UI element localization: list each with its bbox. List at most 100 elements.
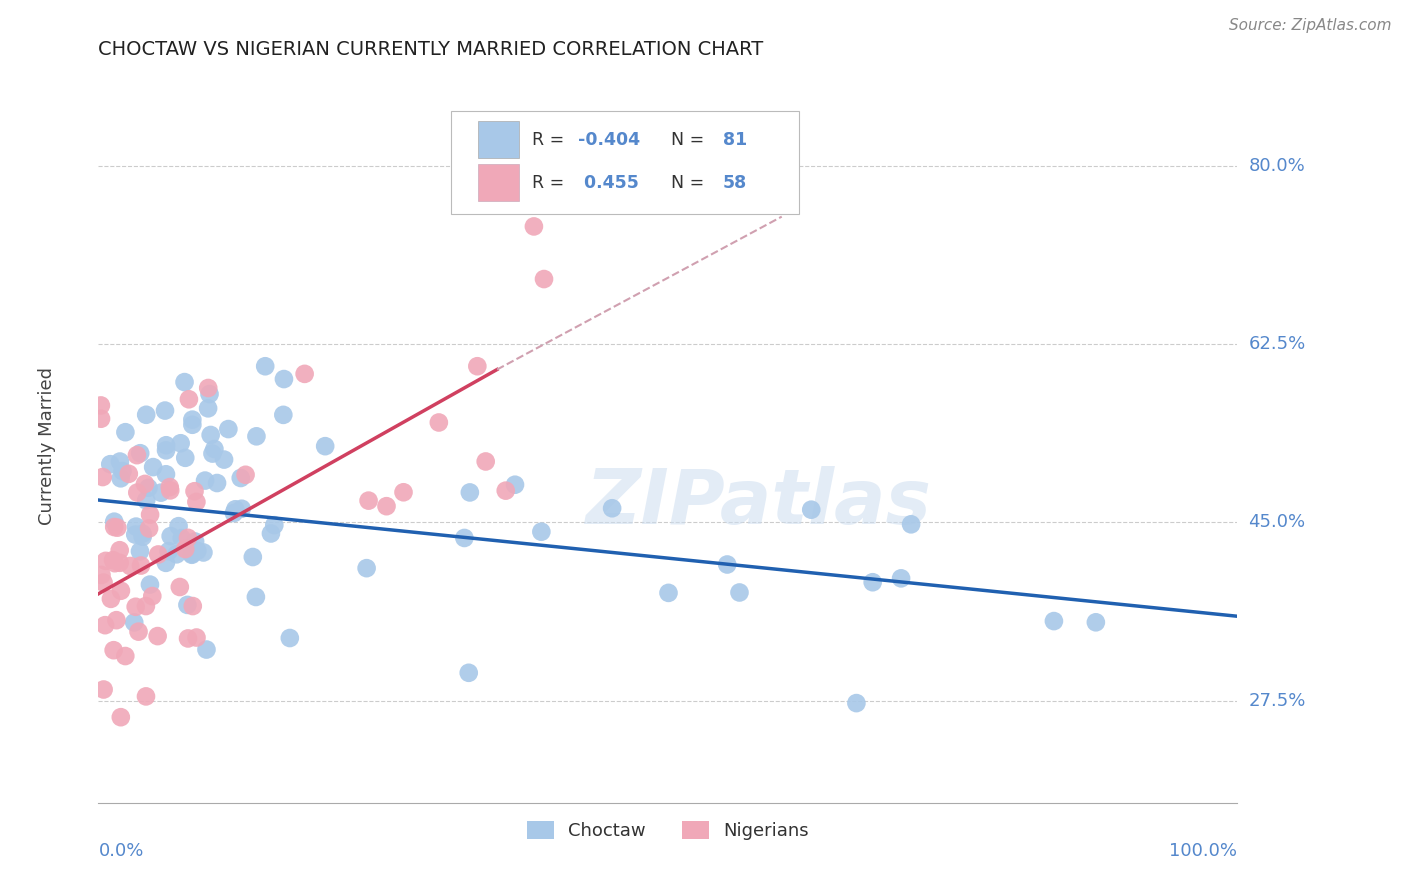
Point [263, 518, 285, 533]
Point [356, 561, 378, 575]
Point [110, 710, 132, 724]
Point [110, 583, 132, 598]
Point [93, 575, 115, 590]
Point [105, 613, 128, 627]
Point [153, 403, 176, 417]
Point [131, 530, 153, 544]
Point [100, 591, 122, 606]
Point [125, 448, 148, 462]
Point [231, 501, 253, 516]
Point [155, 556, 177, 570]
Point [728, 585, 751, 599]
Point [427, 416, 450, 430]
Point [101, 553, 124, 567]
Text: Currently Married: Currently Married [38, 367, 56, 525]
Point [242, 549, 264, 564]
Point [93, 682, 115, 697]
Point [186, 495, 208, 509]
Point [128, 624, 150, 639]
Point [108, 454, 131, 468]
Point [260, 526, 283, 541]
Point [1043, 614, 1066, 628]
Point [503, 477, 526, 491]
Point [273, 408, 295, 422]
Point [155, 438, 177, 452]
Point [294, 367, 316, 381]
Point [181, 417, 204, 432]
Point [122, 615, 145, 630]
Point [120, 559, 142, 574]
Point [205, 476, 228, 491]
Point [90, 568, 112, 582]
Point [212, 452, 235, 467]
Point [155, 467, 177, 482]
Point [173, 375, 195, 389]
Point [104, 556, 127, 570]
Point [159, 483, 181, 498]
Point [110, 471, 132, 485]
FancyBboxPatch shape [451, 111, 799, 214]
Text: CHOCTAW VS NIGERIAN CURRENTLY MARRIED CORRELATION CHART: CHOCTAW VS NIGERIAN CURRENTLY MARRIED CO… [98, 40, 763, 59]
Point [195, 642, 218, 657]
Text: 81: 81 [723, 131, 747, 149]
Point [200, 428, 222, 442]
Point [862, 575, 884, 590]
Point [278, 631, 301, 645]
Point [135, 408, 157, 422]
Point [392, 485, 415, 500]
Point [149, 485, 172, 500]
Point [108, 556, 131, 570]
Point [174, 450, 197, 465]
Point [118, 467, 141, 481]
Point [224, 502, 246, 516]
Point [375, 499, 398, 513]
Point [176, 598, 198, 612]
Text: 0.455: 0.455 [578, 174, 638, 192]
Point [155, 443, 177, 458]
Point [186, 631, 208, 645]
Point [138, 481, 160, 495]
Point [181, 599, 204, 613]
Point [91, 470, 114, 484]
Point [103, 515, 125, 529]
Point [98, 457, 121, 471]
Text: Source: ZipAtlas.com: Source: ZipAtlas.com [1229, 18, 1392, 33]
Point [139, 508, 162, 522]
Point [229, 471, 252, 485]
Point [157, 544, 180, 558]
Point [124, 599, 146, 614]
Point [141, 589, 163, 603]
Point [530, 524, 553, 539]
Point [129, 544, 152, 558]
Point [183, 484, 205, 499]
Point [108, 543, 131, 558]
Point [657, 586, 679, 600]
Text: N =: N = [659, 174, 710, 192]
Point [194, 474, 217, 488]
Point [114, 648, 136, 663]
Text: 45.0%: 45.0% [1249, 514, 1306, 532]
Point [193, 545, 215, 559]
Point [148, 548, 170, 562]
Point [800, 502, 823, 516]
Point [146, 629, 169, 643]
Point [90, 411, 112, 425]
Point [167, 519, 190, 533]
Point [170, 531, 193, 545]
Text: 100.0%: 100.0% [1170, 842, 1237, 860]
Point [186, 543, 208, 558]
Point [142, 460, 165, 475]
Point [159, 480, 181, 494]
Point [90, 399, 112, 413]
Text: R =: R = [533, 131, 569, 149]
Bar [478, 164, 519, 202]
Text: 0.0%: 0.0% [98, 842, 143, 860]
Text: 62.5%: 62.5% [1249, 335, 1306, 353]
Point [474, 454, 496, 468]
Text: R =: R = [533, 174, 569, 192]
Point [131, 526, 153, 541]
Point [114, 425, 136, 440]
Point [235, 467, 257, 482]
Point [125, 519, 148, 533]
Point [457, 665, 479, 680]
